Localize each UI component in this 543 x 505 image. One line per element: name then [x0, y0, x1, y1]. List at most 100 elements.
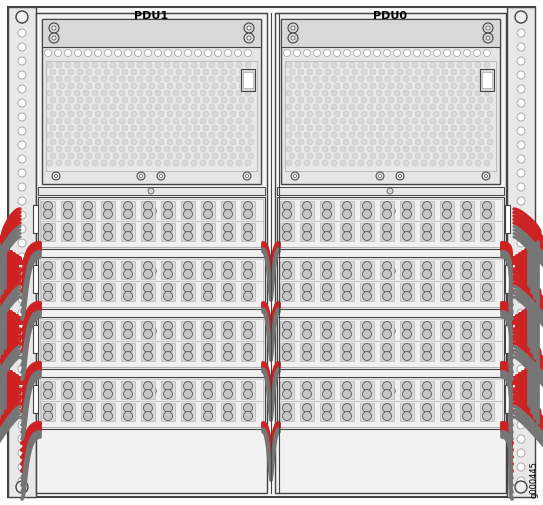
- Circle shape: [167, 70, 173, 76]
- Circle shape: [442, 126, 448, 132]
- Circle shape: [83, 133, 89, 139]
- Bar: [340, 224, 354, 241]
- Circle shape: [463, 344, 471, 353]
- Circle shape: [443, 210, 451, 219]
- Circle shape: [463, 292, 471, 301]
- Circle shape: [131, 126, 137, 132]
- Circle shape: [146, 133, 152, 139]
- Circle shape: [140, 84, 146, 90]
- Circle shape: [123, 210, 132, 219]
- Circle shape: [84, 292, 92, 301]
- Circle shape: [173, 63, 179, 69]
- Bar: [201, 262, 215, 279]
- Circle shape: [52, 27, 56, 31]
- Circle shape: [302, 262, 312, 271]
- Circle shape: [122, 112, 128, 118]
- Bar: [161, 224, 175, 241]
- Circle shape: [463, 202, 471, 211]
- Circle shape: [164, 63, 170, 69]
- Circle shape: [218, 105, 224, 111]
- Circle shape: [83, 161, 89, 167]
- Circle shape: [394, 77, 400, 83]
- Circle shape: [110, 105, 116, 111]
- Circle shape: [235, 50, 242, 58]
- Circle shape: [451, 70, 457, 76]
- Circle shape: [185, 98, 191, 104]
- Circle shape: [143, 202, 153, 211]
- Circle shape: [158, 140, 164, 146]
- Circle shape: [224, 330, 232, 339]
- Circle shape: [74, 119, 80, 125]
- Bar: [101, 224, 115, 241]
- Bar: [38, 317, 265, 369]
- Bar: [61, 403, 75, 421]
- Circle shape: [421, 77, 427, 83]
- Circle shape: [463, 330, 471, 339]
- Circle shape: [313, 161, 319, 167]
- Circle shape: [403, 77, 409, 83]
- Circle shape: [323, 270, 331, 279]
- Bar: [482, 73, 492, 89]
- Circle shape: [65, 119, 71, 125]
- Circle shape: [123, 284, 132, 293]
- Circle shape: [164, 161, 170, 167]
- Circle shape: [113, 98, 119, 104]
- Bar: [121, 321, 135, 339]
- Circle shape: [131, 140, 137, 146]
- Circle shape: [422, 202, 432, 211]
- Circle shape: [194, 98, 200, 104]
- Circle shape: [334, 154, 340, 160]
- Bar: [161, 283, 175, 301]
- Circle shape: [65, 133, 71, 139]
- Circle shape: [123, 412, 132, 421]
- Circle shape: [163, 344, 173, 353]
- Circle shape: [421, 147, 427, 153]
- Circle shape: [77, 98, 83, 104]
- Circle shape: [517, 170, 525, 178]
- Circle shape: [402, 352, 412, 361]
- Circle shape: [282, 322, 292, 331]
- Circle shape: [209, 77, 215, 83]
- Circle shape: [84, 262, 92, 271]
- Circle shape: [203, 98, 209, 104]
- Bar: [320, 224, 334, 241]
- Circle shape: [230, 154, 236, 160]
- Bar: [380, 403, 394, 421]
- Circle shape: [18, 351, 26, 359]
- Circle shape: [361, 140, 367, 146]
- Circle shape: [412, 77, 418, 83]
- Circle shape: [43, 224, 53, 233]
- Text: g000445: g000445: [530, 460, 539, 497]
- Circle shape: [230, 84, 236, 90]
- Circle shape: [379, 140, 385, 146]
- Bar: [201, 283, 215, 301]
- Circle shape: [49, 24, 59, 34]
- Circle shape: [343, 292, 351, 301]
- Circle shape: [77, 140, 83, 146]
- Circle shape: [291, 27, 295, 31]
- Circle shape: [289, 112, 295, 118]
- Circle shape: [466, 161, 472, 167]
- Circle shape: [140, 98, 146, 104]
- Circle shape: [143, 262, 153, 271]
- Circle shape: [457, 147, 463, 153]
- Circle shape: [415, 154, 421, 160]
- Circle shape: [457, 119, 463, 125]
- Circle shape: [119, 147, 125, 153]
- Circle shape: [104, 112, 110, 118]
- Circle shape: [289, 126, 295, 132]
- Circle shape: [167, 126, 173, 132]
- Circle shape: [163, 232, 173, 241]
- Bar: [480, 381, 494, 399]
- Circle shape: [463, 390, 471, 399]
- Circle shape: [421, 119, 427, 125]
- Circle shape: [295, 77, 301, 83]
- Bar: [101, 381, 115, 399]
- Circle shape: [224, 382, 232, 391]
- Circle shape: [422, 352, 432, 361]
- Circle shape: [131, 70, 137, 76]
- Circle shape: [412, 119, 418, 125]
- Circle shape: [415, 126, 421, 132]
- Bar: [460, 201, 474, 220]
- Circle shape: [182, 91, 188, 97]
